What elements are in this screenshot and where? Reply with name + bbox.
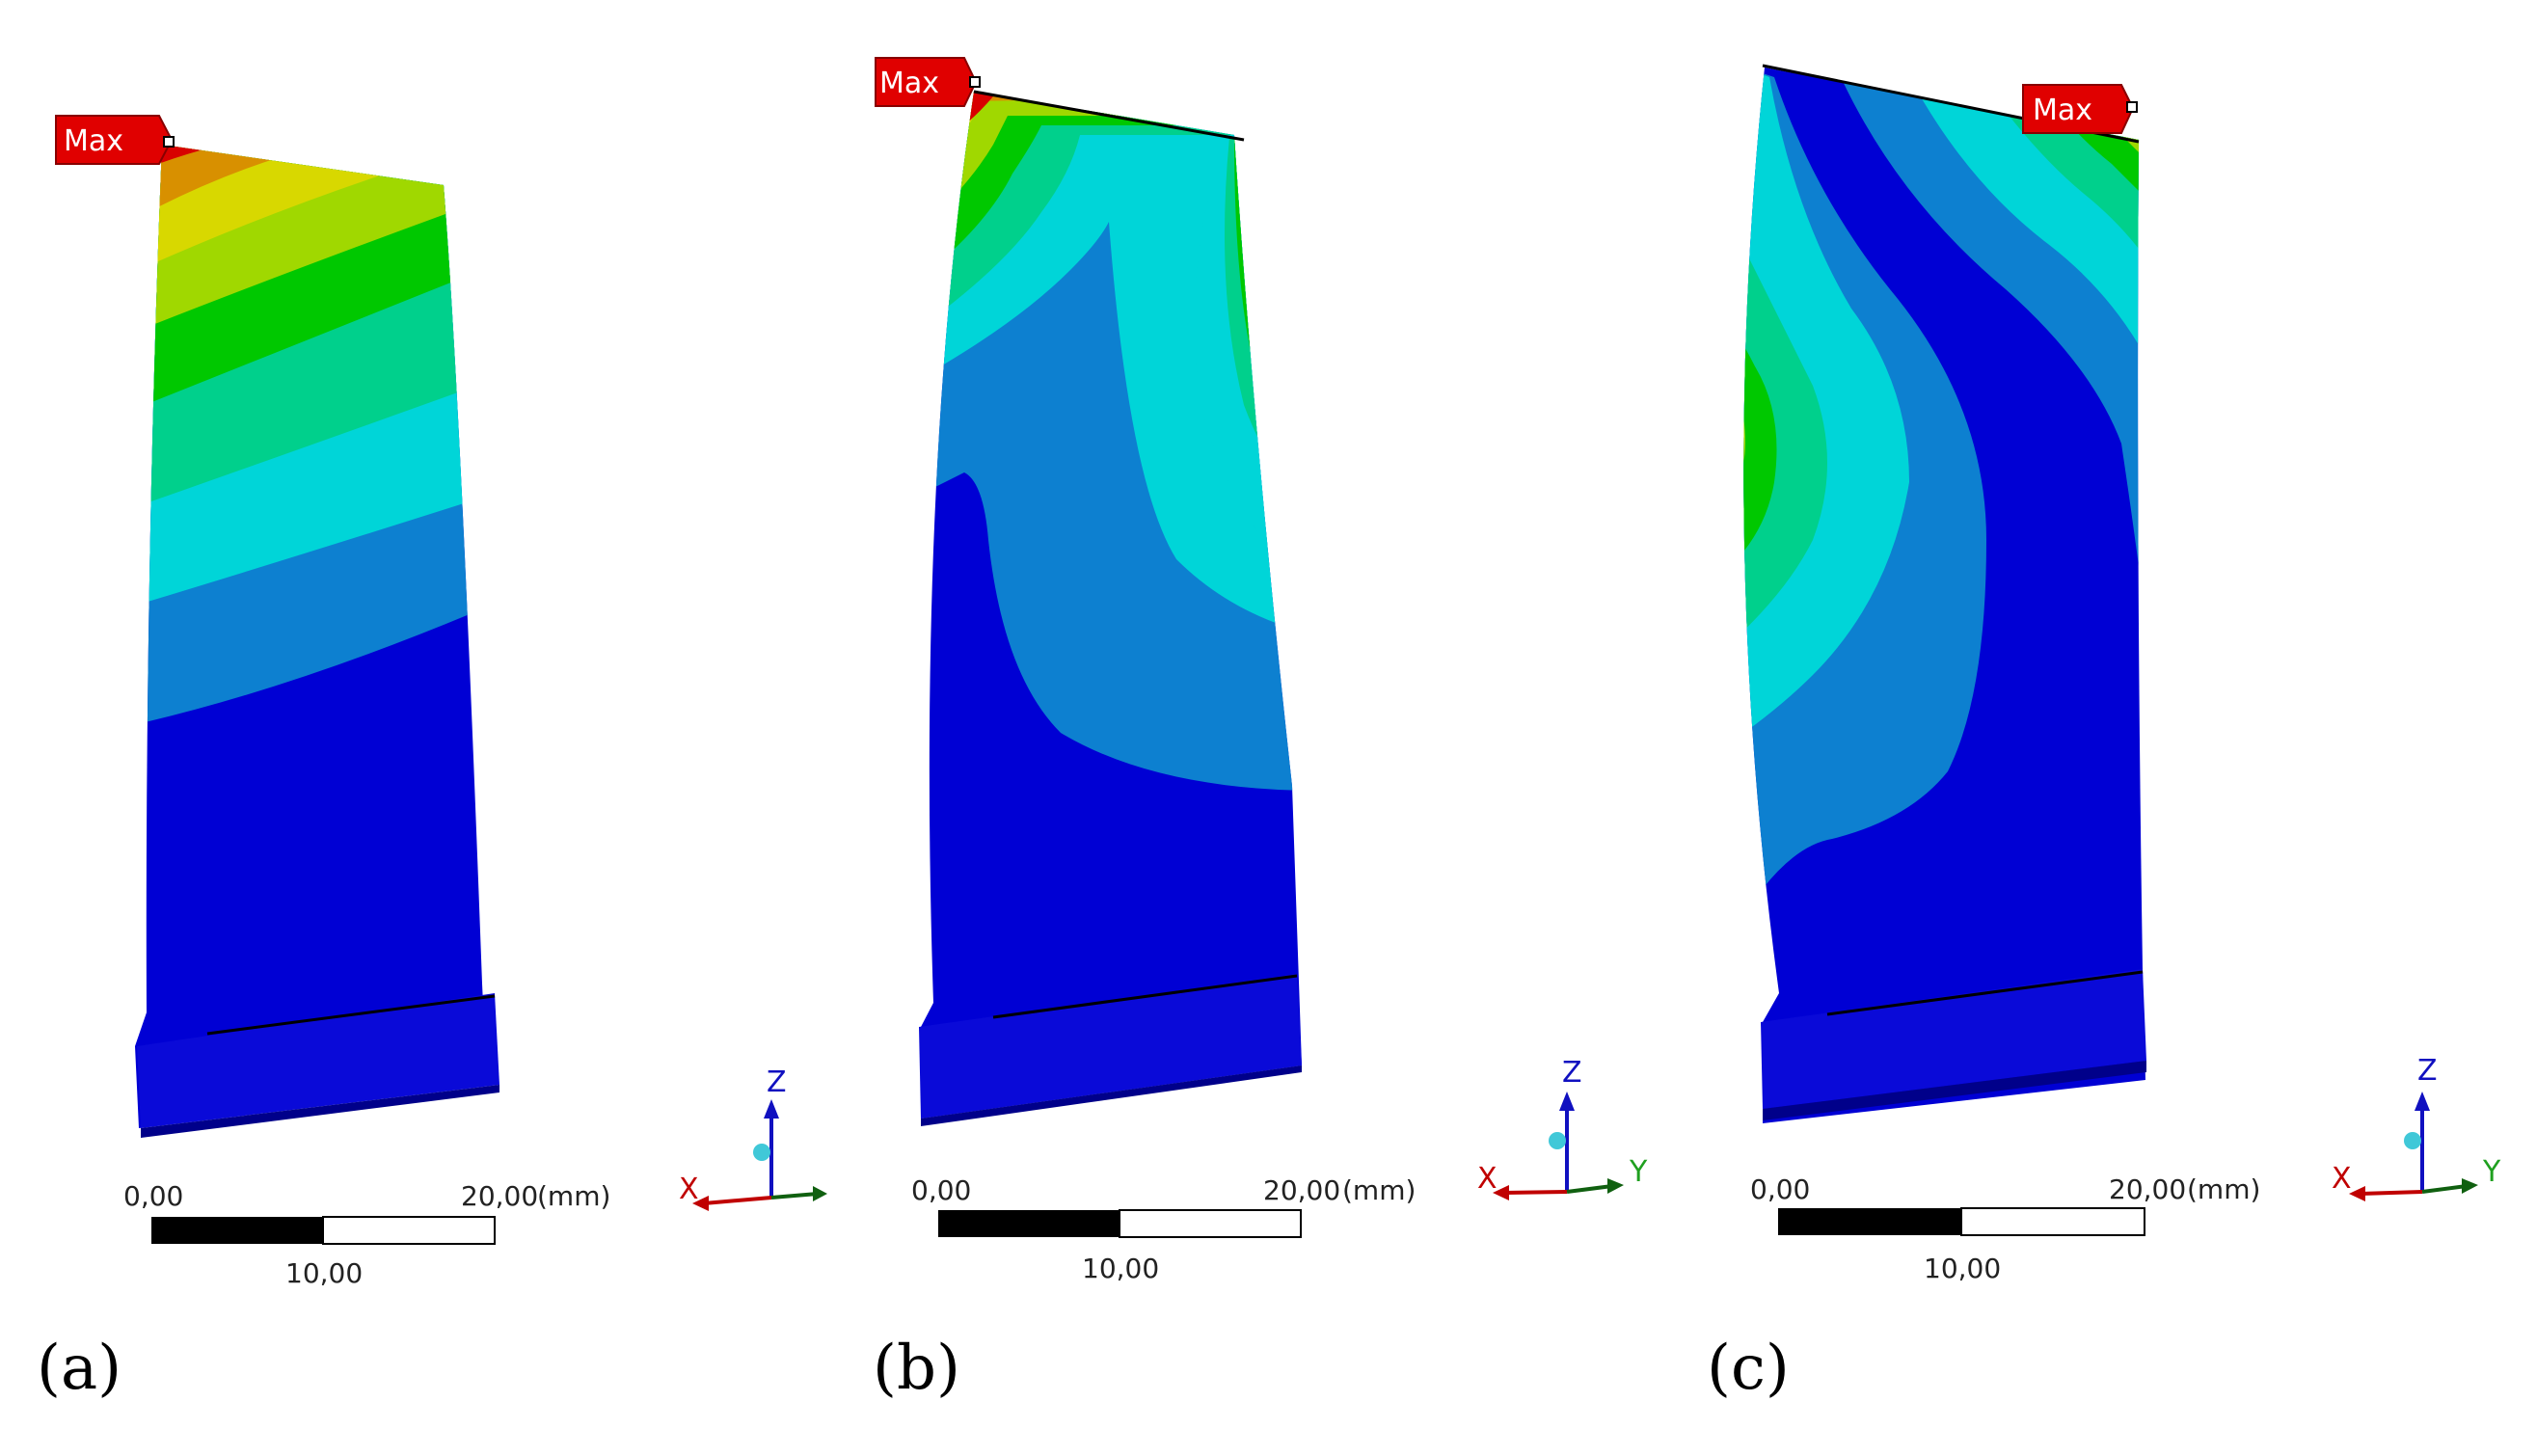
scale-unit-c: (mm) xyxy=(2187,1173,2260,1205)
panel-b: Max 0,00 20,00 (mm) 10,00 Z X Y (b) xyxy=(873,57,1648,1404)
triad-x-b: X xyxy=(1477,1162,1497,1196)
axis-triad-a: Z X xyxy=(679,1065,827,1211)
max-flag-a: Max xyxy=(55,115,175,165)
scale-start-c: 0,00 xyxy=(1750,1173,1810,1205)
axis-triad-c: Z X Y xyxy=(2332,1054,2501,1201)
max-flag-c: Max xyxy=(2022,84,2138,134)
triad-z-a: Z xyxy=(767,1065,787,1099)
scale-mid-b: 10,00 xyxy=(1082,1253,1159,1284)
max-label-b: Max xyxy=(879,67,939,100)
blade-b xyxy=(921,92,1302,1119)
scale-mid-c: 10,00 xyxy=(1924,1253,2001,1284)
scale-unit-a: (mm) xyxy=(537,1180,610,1212)
panel-c: Max 0,00 20,00 (mm) 10,00 Z X Y (c) xyxy=(1707,64,2501,1404)
scale-mid-a: 10,00 xyxy=(285,1257,363,1289)
scale-bar-b: 0,00 20,00 (mm) 10,00 xyxy=(911,1174,1416,1284)
triad-y-c: Y xyxy=(2482,1155,2501,1189)
triad-x-c: X xyxy=(2332,1162,2352,1196)
scale-bar-a: 0,00 20,00 (mm) 10,00 xyxy=(123,1180,610,1289)
panel-a: Max 0,00 20,00 (mm) 10,00 Z X (a) xyxy=(37,115,827,1404)
caption-c: (c) xyxy=(1707,1333,1790,1404)
scale-bar-c: 0,00 20,00 (mm) 10,00 xyxy=(1750,1173,2260,1284)
scale-start-a: 0,00 xyxy=(123,1180,183,1212)
caption-a: (a) xyxy=(37,1333,121,1404)
max-label-a: Max xyxy=(64,124,123,158)
triad-z-c: Z xyxy=(2417,1054,2438,1088)
triad-z-b: Z xyxy=(1562,1056,1582,1090)
caption-b: (b) xyxy=(873,1333,960,1404)
blade-root-a xyxy=(137,993,499,1128)
scale-end-a: 20,00 xyxy=(461,1180,538,1212)
triad-x-a: X xyxy=(679,1173,699,1206)
scale-end-c: 20,00 xyxy=(2109,1173,2186,1205)
scale-end-b: 20,00 xyxy=(1263,1174,1340,1206)
blade-root-b xyxy=(919,974,1302,1119)
blade-root-c xyxy=(1761,969,2146,1109)
blade-a xyxy=(135,145,487,1128)
max-label-c: Max xyxy=(2033,94,2092,127)
blade-c xyxy=(1743,67,2145,1123)
axis-triad-b: Z X Y xyxy=(1477,1056,1648,1200)
triad-y-b: Y xyxy=(1629,1155,1648,1189)
max-flag-b: Max xyxy=(875,57,981,107)
scale-unit-b: (mm) xyxy=(1342,1174,1416,1206)
scale-start-b: 0,00 xyxy=(911,1174,971,1206)
